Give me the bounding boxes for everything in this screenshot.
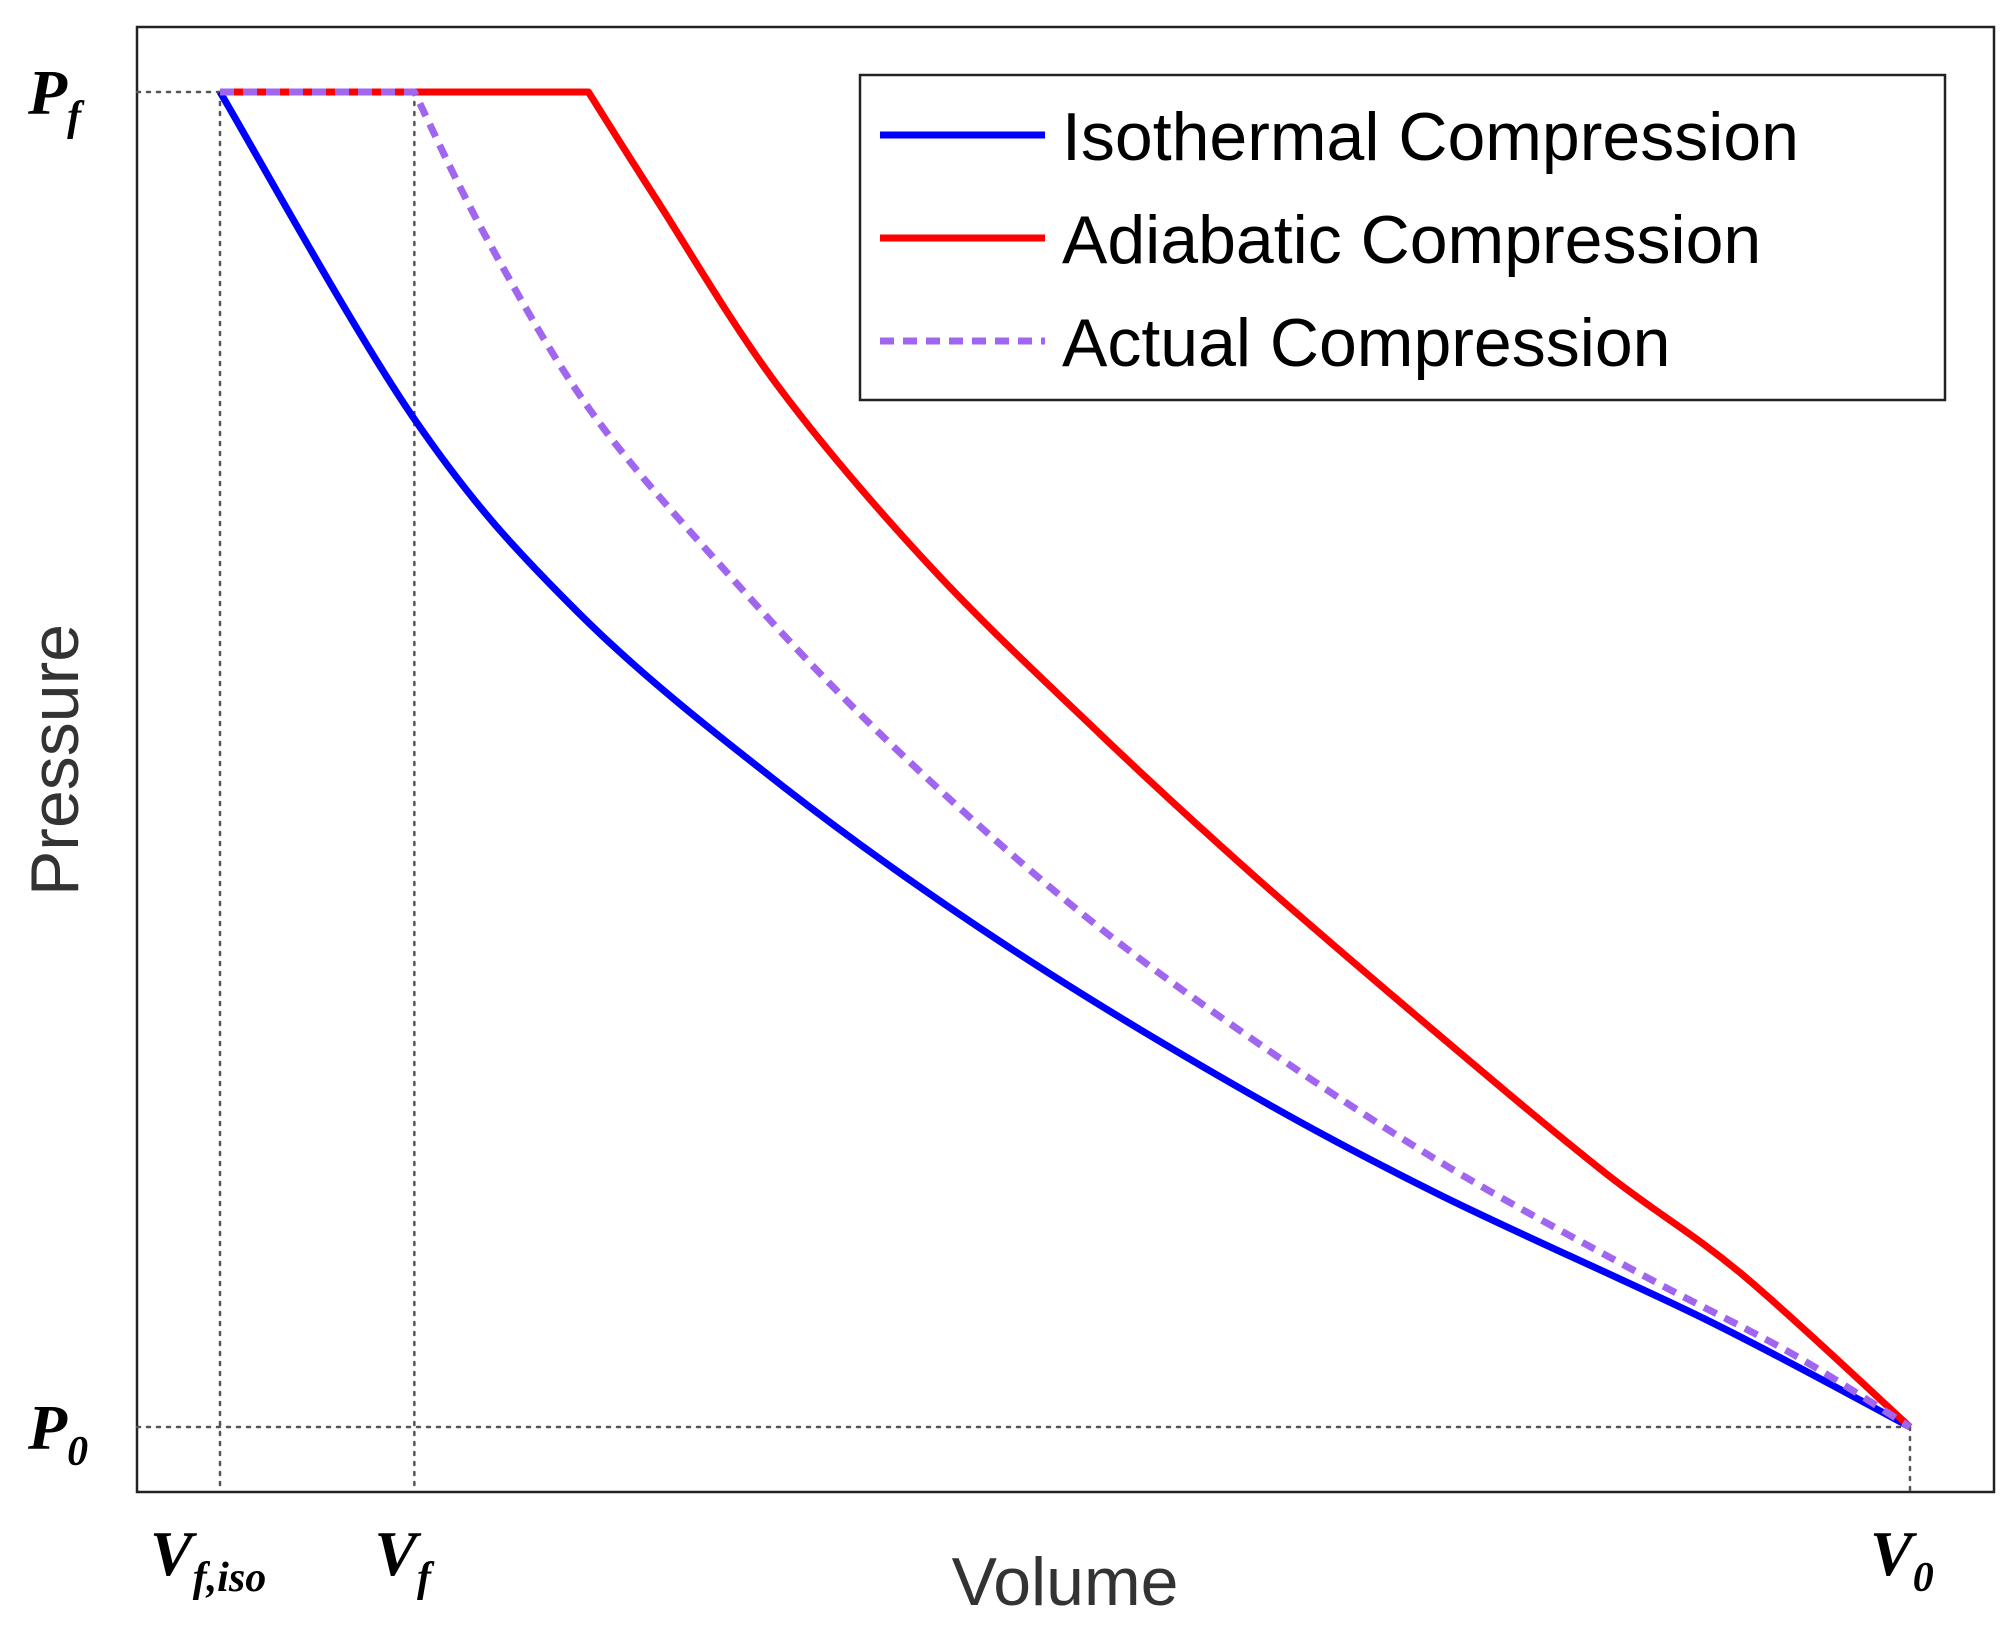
x-tick-label-1: Vf [374, 1518, 435, 1601]
y-axis-label: Pressure [17, 624, 93, 896]
series-line-actual-compression [220, 88, 1912, 1430]
x-tick-label-2: V0 [1870, 1518, 1934, 1601]
series-line-isothermal-compression [216, 90, 1912, 1431]
legend-label-2: Actual Compression [1062, 305, 1670, 381]
x-tick-label-0: Vf,iso [150, 1518, 266, 1601]
tick-labels: Pf P0 Vf,iso Vf V0 [27, 57, 1934, 1601]
y-tick-label-0: Pf [27, 57, 85, 140]
legend-box [858, 73, 1947, 402]
series-lines [216, 88, 1913, 1431]
y-tick-label-1: P0 [27, 1392, 88, 1475]
legend: Isothermal Compression Adiabatic Compress… [858, 73, 1947, 402]
x-axis-label: Volume [952, 1544, 1179, 1620]
series-line-adiabatic-compression [220, 88, 1913, 1430]
legend-label-1: Adiabatic Compression [1062, 202, 1761, 278]
legend-label-0: Isothermal Compression [1062, 99, 1799, 175]
reference-lines [135, 90, 1912, 1494]
